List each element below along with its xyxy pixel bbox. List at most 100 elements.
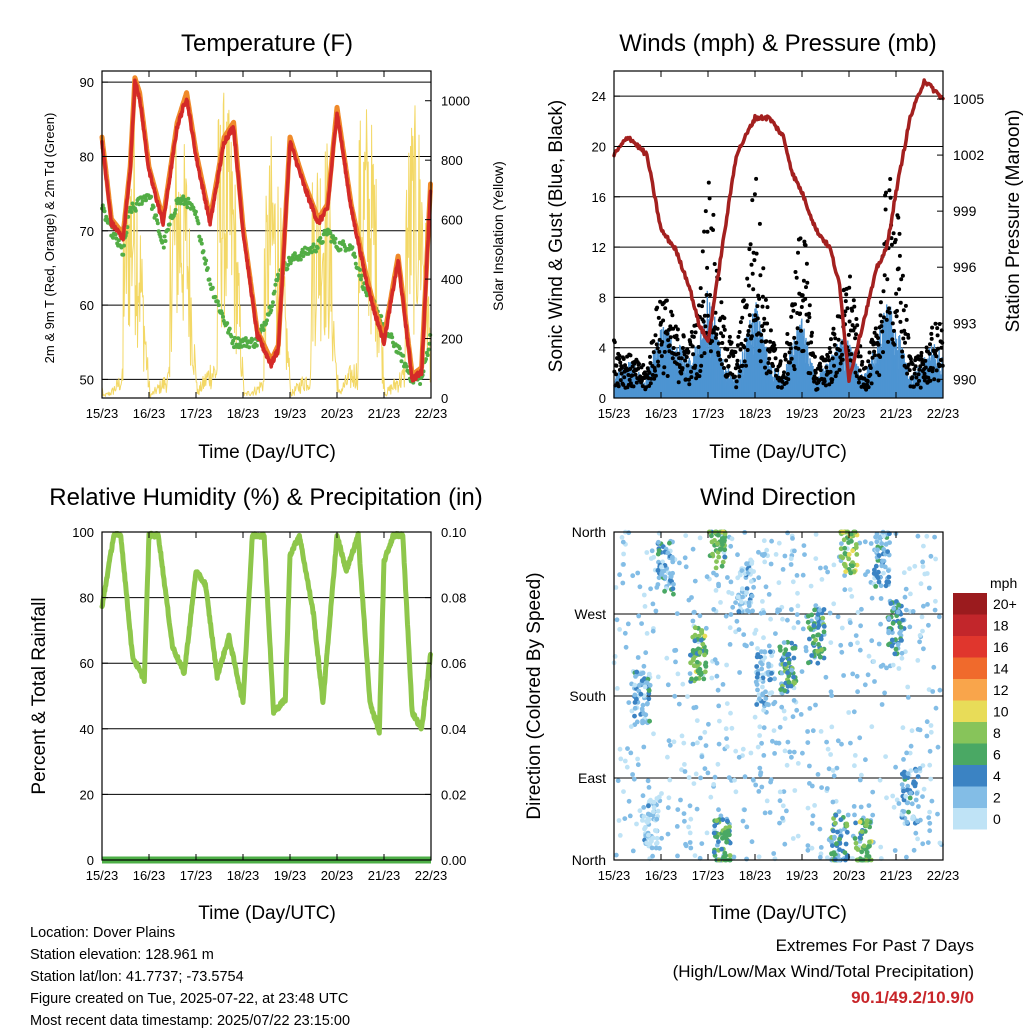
gust-point — [622, 375, 627, 380]
direction-point — [892, 848, 898, 853]
direction-point — [835, 614, 841, 620]
direction-point — [826, 766, 832, 772]
gust-point — [834, 352, 839, 356]
gust-point — [668, 335, 673, 340]
gust-point — [708, 293, 712, 297]
direction-point — [857, 735, 863, 741]
gust-point — [915, 382, 920, 387]
direction-point — [763, 689, 768, 695]
gust-point — [792, 335, 797, 340]
direction-point — [902, 594, 908, 600]
winds-xlabel: Time (Day/UTC) — [709, 442, 847, 463]
direction-point — [731, 854, 737, 860]
direction-point — [693, 771, 699, 777]
gust-point — [755, 316, 760, 321]
gust-point — [801, 348, 806, 353]
direction-point — [682, 818, 687, 824]
direction-point — [639, 678, 645, 683]
direction-point — [761, 635, 766, 641]
gust-point — [680, 346, 685, 350]
direction-point — [879, 563, 885, 569]
legend-title: mph — [990, 575, 1017, 591]
x-tick-label: 15/23 — [86, 868, 119, 883]
gust-point — [751, 250, 756, 255]
gust-point — [614, 363, 619, 368]
direction-point — [758, 772, 763, 778]
direction-point — [855, 609, 861, 615]
gust-point — [744, 303, 749, 308]
gust-point — [738, 320, 743, 325]
direction-point — [756, 789, 762, 794]
direction-point — [834, 765, 840, 771]
direction-point — [733, 789, 739, 795]
gust-point — [725, 347, 730, 352]
gust-point — [675, 337, 680, 342]
gust-point — [726, 364, 731, 368]
direction-point — [763, 584, 769, 590]
dewpoint-point — [149, 194, 154, 199]
gust-point — [913, 364, 918, 369]
direction-point — [727, 832, 732, 838]
gust-point — [630, 364, 635, 369]
direction-point — [790, 714, 796, 720]
dewpoint-point — [247, 345, 252, 350]
direction-point — [914, 791, 920, 796]
gust-point — [731, 354, 736, 358]
gust-point — [910, 362, 915, 366]
rh-series — [99, 530, 433, 736]
direction-point — [861, 843, 867, 849]
direction-point — [883, 754, 888, 759]
gust-point — [851, 298, 856, 303]
direction-point — [853, 545, 859, 550]
direction-point — [768, 649, 773, 655]
direction-point — [868, 541, 874, 546]
direction-point — [920, 628, 925, 634]
direction-point — [704, 830, 710, 836]
gust-point — [702, 229, 707, 234]
y-tick-label: 100 — [72, 525, 94, 540]
humidity-plot-area: 15/23 16/23 17/23 18/23 19/23 20/23 21/23 22/23… — [72, 525, 466, 883]
direction-point — [683, 843, 689, 849]
direction-point — [813, 702, 818, 708]
dewpoint-point — [111, 235, 115, 240]
gust-point — [741, 298, 746, 303]
gust-point — [828, 369, 833, 374]
direction-point — [702, 766, 708, 771]
gust-point — [798, 236, 803, 241]
gust-point — [843, 309, 848, 314]
direction-point — [830, 768, 836, 773]
gust-point — [630, 373, 635, 378]
direction-point — [715, 687, 721, 693]
direction-point — [766, 661, 771, 667]
direction-point — [677, 560, 682, 566]
direction-point — [744, 590, 749, 596]
direction-point — [866, 803, 872, 808]
y-right-tick-label: 200 — [441, 332, 463, 347]
direction-point — [863, 572, 868, 578]
direction-point — [913, 797, 919, 803]
direction-point — [862, 539, 868, 545]
gust-point — [686, 377, 691, 382]
direction-point — [651, 805, 657, 810]
gust-point — [634, 380, 639, 385]
direction-point — [866, 854, 872, 859]
direction-point — [646, 688, 652, 693]
gust-point — [702, 313, 707, 318]
legend-swatch — [953, 679, 987, 701]
direction-point — [817, 826, 823, 832]
direction-point — [625, 746, 630, 751]
direction-point — [821, 607, 827, 612]
direction-point — [641, 592, 647, 598]
direction-point — [838, 546, 844, 552]
direction-point — [638, 691, 644, 697]
x-tick-label: 16/23 — [133, 868, 166, 883]
gust-point — [665, 374, 670, 378]
gust-point — [705, 229, 710, 234]
direction-point — [641, 744, 647, 750]
direction-point — [699, 629, 704, 635]
direction-point — [842, 573, 847, 578]
panel-direction: Wind Direction 15/23 16/23 17/23 18/23 19/23… — [524, 484, 1017, 924]
direction-point — [759, 784, 765, 790]
direction-point — [766, 592, 772, 597]
direction-point — [766, 643, 772, 649]
